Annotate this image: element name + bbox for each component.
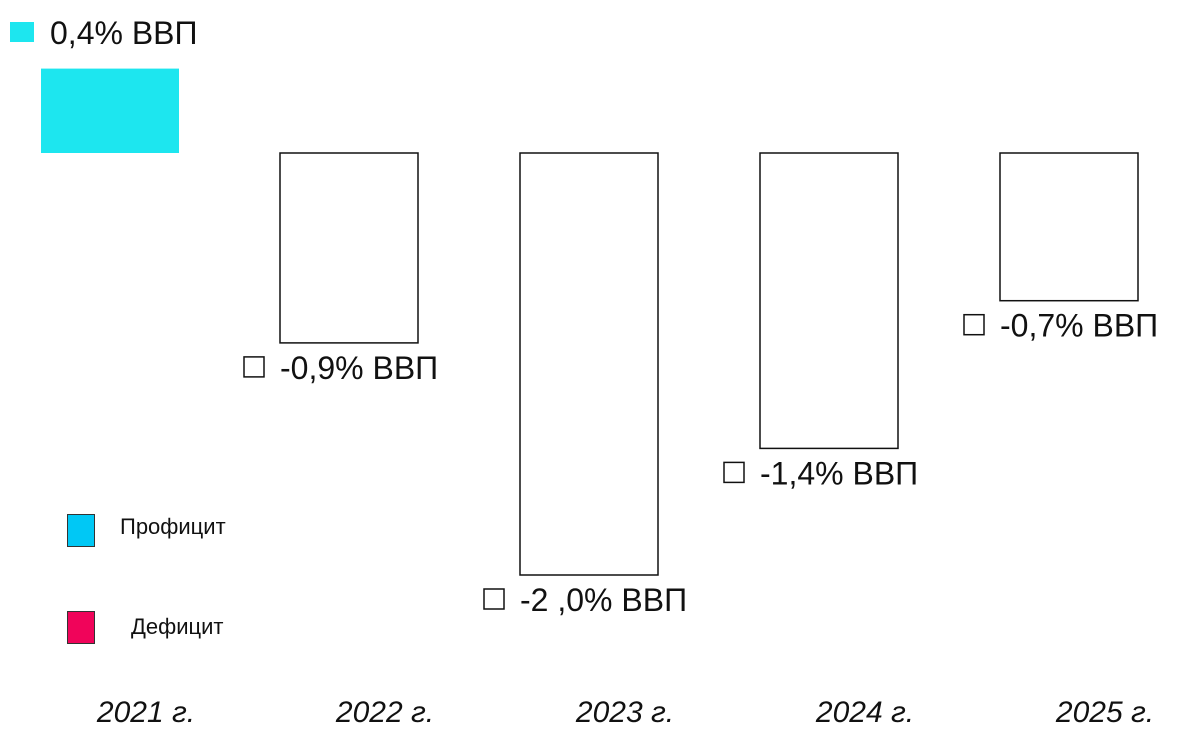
- data-label-marker-2: [483, 588, 505, 610]
- bar-4: [999, 152, 1139, 302]
- legend-label-deficit: Дефицит: [131, 614, 224, 639]
- category-label-2: 2023 г.: [575, 696, 674, 729]
- data-label-4: -0,7% ВВП: [1000, 308, 1158, 344]
- legend-label-surplus: Профицит: [120, 514, 226, 539]
- legend-swatch-deficit: [67, 611, 95, 644]
- data-label-0: 0,4% ВВП: [50, 15, 198, 51]
- category-label-1: 2022 г.: [335, 696, 434, 729]
- bar-1: [279, 152, 419, 344]
- category-label-4: 2025 г.: [1055, 696, 1154, 729]
- data-label-1: -0,9% ВВП: [280, 350, 438, 386]
- data-label-marker-4: [963, 313, 985, 336]
- data-label-3: -1,4% ВВП: [760, 455, 918, 491]
- data-label-2: -2 ,0% ВВП: [520, 582, 687, 618]
- data-label-marker-0: [10, 22, 34, 42]
- category-label-3: 2024 г.: [815, 696, 914, 729]
- bar-0: [41, 68, 179, 153]
- legend-swatch-surplus: [67, 514, 95, 547]
- data-label-marker-1: [243, 356, 265, 378]
- category-label-0: 2021 г.: [96, 696, 195, 729]
- bar-2: [519, 152, 659, 576]
- data-label-marker-3: [723, 461, 745, 484]
- bar-3: [759, 152, 899, 450]
